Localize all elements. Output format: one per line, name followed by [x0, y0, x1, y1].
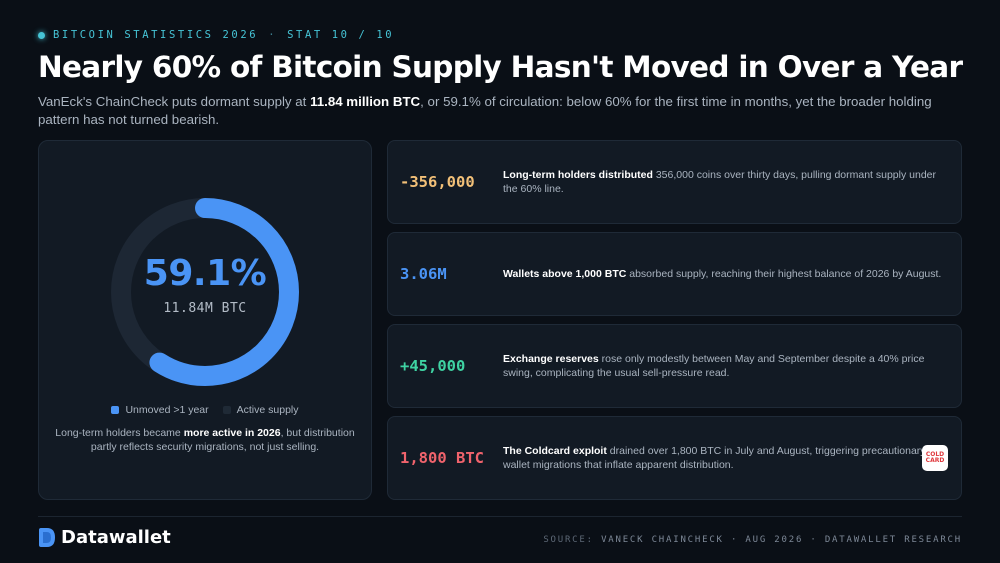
caption-text-post: , but distribution partly reflects secur… [90, 427, 355, 453]
donut-arc-unmoved-supply [111, 198, 299, 386]
source-label: SOURCE: [543, 535, 594, 545]
stat-value: 3.06M [400, 265, 447, 283]
kicker-series: BITCOIN STATISTICS 2026 [53, 29, 259, 41]
brand-name: Datawallet [61, 527, 171, 548]
stat-description-bold: Long-term holders distributed [503, 169, 653, 181]
kicker-separator: · [268, 29, 278, 41]
stat-card-whale-wallets: 3.06M Wallets above 1,000 BTC absorbed s… [387, 232, 962, 316]
stat-description-bold: Wallets above 1,000 BTC [503, 268, 627, 280]
legend-swatch-unmoved [111, 406, 120, 414]
stat-description: Wallets above 1,000 BTC absorbed supply,… [503, 233, 943, 315]
donut-percent-label: 59.1% [143, 253, 267, 294]
stat-card-exchange-reserves: +45,000 Exchange reserves rose only mode… [387, 324, 962, 408]
stat-description: Long-term holders distributed 356,000 co… [503, 141, 943, 223]
coldcard-logo-line2: CARD [925, 457, 945, 464]
caption-text-pre: Long-term holders became [55, 427, 184, 439]
subtitle-highlight: 11.84 million BTC [310, 94, 421, 109]
donut-btc-label: 11.84M BTC [163, 301, 247, 316]
stat-card-ltf-distribution: -356,000 Long-term holders distributed 3… [387, 140, 962, 224]
donut-caption: Long-term holders became more active in … [54, 426, 356, 454]
legend-item-active: Active supply [222, 404, 299, 416]
datawallet-logo-icon [39, 528, 55, 547]
stat-description-bold: The Coldcard exploit [503, 445, 607, 457]
kicker-stat: STAT 10 / 10 [287, 29, 395, 41]
caption-highlight: more active in 2026 [183, 427, 281, 439]
page-subtitle: VanEck's ChainCheck puts dormant supply … [38, 93, 938, 129]
stat-value: 1,800 BTC [400, 449, 484, 467]
footer-divider [38, 516, 962, 517]
stat-description: The Coldcard exploit drained over 1,800 … [503, 417, 943, 499]
coldcard-logo-icon: COLD CARD [922, 445, 948, 471]
stat-description-text: rose only modestly between May and Septe… [503, 353, 925, 379]
page-title: Nearly 60% of Bitcoin Supply Hasn't Move… [38, 50, 963, 84]
subtitle-text-post: , or 59.1% of circulation: below 60% for… [38, 94, 932, 127]
legend-item-unmoved: Unmoved >1 year [111, 404, 209, 416]
supply-donut-chart [111, 198, 299, 386]
donut-legend: Unmoved >1 year Active supply [38, 404, 372, 416]
stat-value: -356,000 [400, 173, 475, 191]
source-text: VANECK CHAINCHECK · AUG 2026 · DATAWALLE… [601, 535, 962, 545]
stat-description-text: absorbed supply, reaching their highest … [626, 268, 942, 280]
source-note: SOURCE: VANECK CHAINCHECK · AUG 2026 · D… [543, 535, 962, 545]
legend-label-active: Active supply [236, 404, 299, 416]
stat-description-text: 356,000 coins over thirty days, pulling … [503, 169, 937, 195]
subtitle-text-pre: VanEck's ChainCheck puts dormant supply … [38, 94, 311, 109]
stat-value: +45,000 [400, 357, 466, 375]
kicker: BITCOIN STATISTICS 2026 · STAT 10 / 10 [38, 29, 394, 41]
stat-description-bold: Exchange reserves [503, 353, 599, 365]
footer-brand: Datawallet [38, 527, 171, 548]
stat-card-coldcard-exploit: 1,800 BTC The Coldcard exploit drained o… [387, 416, 962, 500]
stat-description: Exchange reserves rose only modestly bet… [503, 325, 943, 407]
legend-label-unmoved: Unmoved >1 year [125, 404, 209, 416]
legend-swatch-active [222, 406, 231, 414]
stat-description-text: drained over 1,800 BTC in July and Augus… [503, 445, 926, 471]
kicker-dot-icon [38, 31, 45, 39]
coldcard-logo-line1: COLD [925, 451, 945, 458]
